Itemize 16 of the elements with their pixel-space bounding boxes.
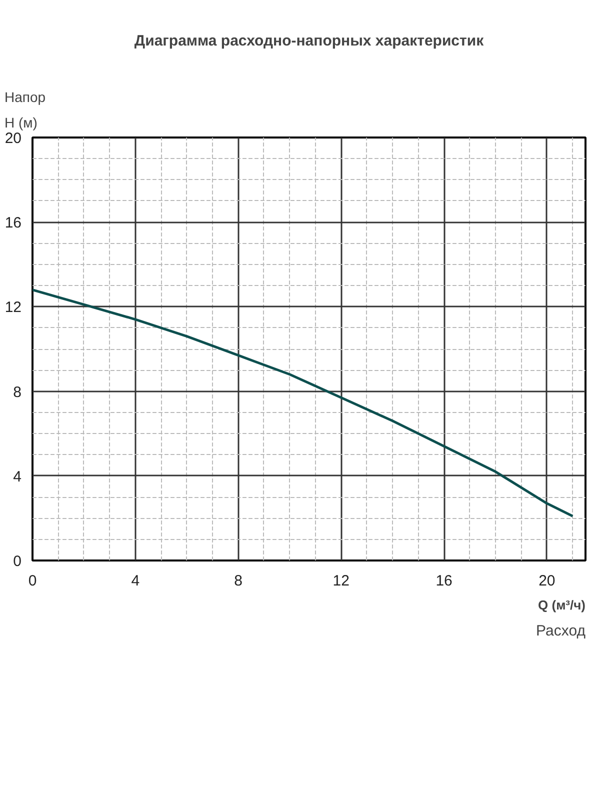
y-tick-label: 12 bbox=[4, 299, 22, 316]
x-tick-label: 8 bbox=[234, 572, 242, 590]
line-series bbox=[32, 288, 574, 518]
x-tick-label: 12 bbox=[332, 572, 350, 590]
y-tick-label: 20 bbox=[4, 130, 22, 147]
x-tick-label: 16 bbox=[436, 572, 452, 590]
x-tick-label: 0 bbox=[28, 572, 37, 590]
x-axis-title: Q (м³/ч) Расход bbox=[536, 598, 586, 640]
y-tick-label: 16 bbox=[4, 214, 22, 232]
y-axis-title: Напор H (м) bbox=[4, 88, 46, 130]
chart-title: Диаграмма расходно-напорных характеристик bbox=[134, 32, 484, 50]
y-tick-label: 4 bbox=[13, 468, 22, 486]
y-tick-label: 0 bbox=[13, 553, 22, 570]
x-tick-label: 4 bbox=[131, 572, 140, 590]
y-tick-label: 8 bbox=[13, 384, 22, 401]
x-tick-label: 20 bbox=[538, 572, 556, 590]
